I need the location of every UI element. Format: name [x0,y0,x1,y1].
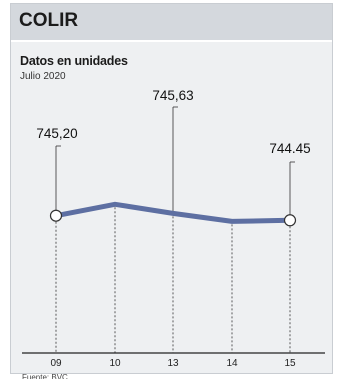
data-label-13: 745,63 [152,88,193,103]
point-marker-15 [283,214,297,227]
tick-label-10: 10 [109,358,121,369]
chart-source: Fuente: BVC [22,373,68,379]
tick-label-13: 13 [167,358,179,369]
tick-label-09: 09 [50,358,62,369]
tick-label-14: 14 [226,358,238,369]
chart-header: COLIR [11,4,332,42]
series-line [53,201,293,224]
chart-card: COLIR Datos en unidades Julio 2020 [10,3,333,374]
chart-period: Julio 2020 [20,71,66,82]
data-label-09: 745,20 [36,126,77,141]
point-marker-09 [49,209,63,222]
tick-label-15: 15 [284,358,296,369]
chart-subtitle: Datos en unidades [20,54,128,68]
data-label-15: 744.45 [269,141,310,156]
chart-title: COLIR [19,10,79,31]
